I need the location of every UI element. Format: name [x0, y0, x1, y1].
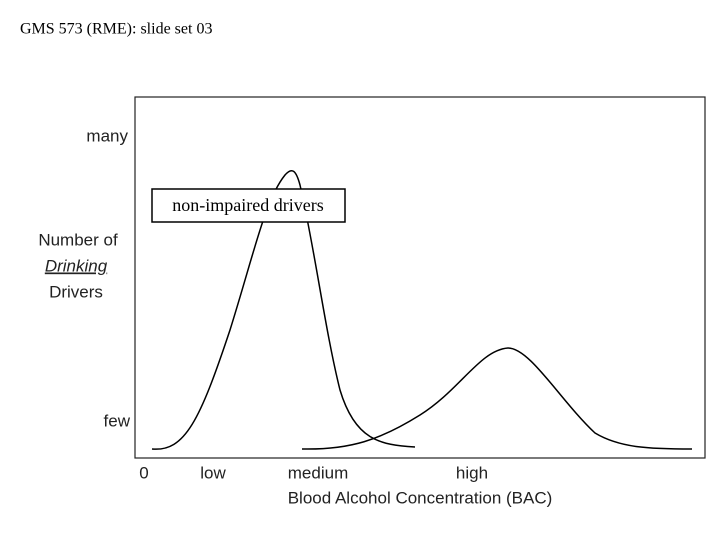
x-label: 0	[139, 463, 148, 482]
x-label: low	[200, 463, 226, 482]
annotation-box	[151, 188, 346, 223]
y-title-line: Drinking	[45, 256, 108, 275]
y-title-line: Drivers	[49, 282, 103, 301]
y-label-bottom: few	[104, 411, 131, 430]
annotation-text: non-impaired drivers	[172, 195, 323, 215]
x-label: high	[456, 463, 488, 482]
y-title-line: Number of	[38, 230, 118, 249]
slide-title: GMS 573 (RME): slide set 03	[20, 21, 212, 38]
x-label: medium	[288, 463, 348, 482]
non-impaired-curve	[151, 169, 416, 450]
impaired-curve	[301, 347, 693, 450]
plot-frame	[134, 96, 706, 459]
y-label-top: many	[86, 126, 128, 145]
x-title: Blood Alcohol Concentration (BAC)	[288, 488, 553, 507]
